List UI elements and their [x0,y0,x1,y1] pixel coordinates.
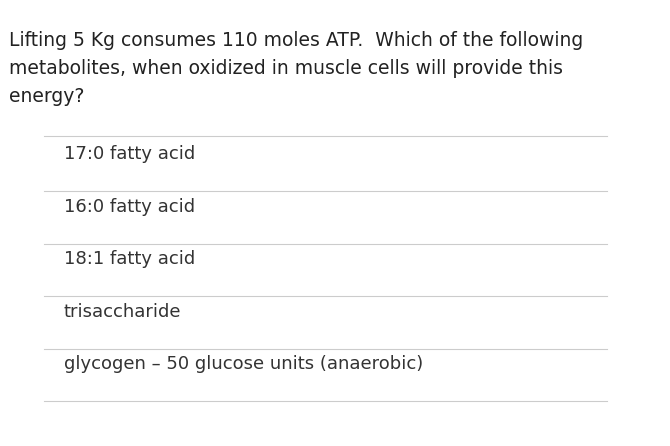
Text: glycogen – 50 glucose units (anaerobic): glycogen – 50 glucose units (anaerobic) [64,355,423,373]
Text: 16:0 fatty acid: 16:0 fatty acid [64,198,195,215]
Text: 18:1 fatty acid: 18:1 fatty acid [64,250,195,268]
Text: trisaccharide: trisaccharide [64,303,182,321]
Text: Lifting 5 Kg consumes 110 moles ATP.  Which of the following
metabolites, when o: Lifting 5 Kg consumes 110 moles ATP. Whi… [9,31,584,106]
Text: 17:0 fatty acid: 17:0 fatty acid [64,145,195,163]
